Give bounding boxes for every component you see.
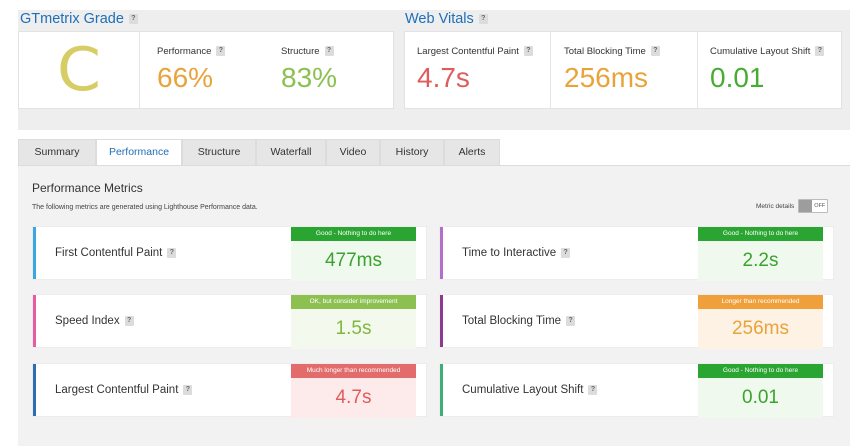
help-icon[interactable]: ? [183, 384, 193, 395]
tab-structure[interactable]: Structure [182, 139, 256, 165]
help-icon[interactable]: ? [128, 14, 138, 25]
metric-badge: Longer than recommended 256ms [698, 295, 823, 349]
metric-card-cumulative-layout-shift: Cumulative Layout Shift? Good - Nothing … [439, 363, 834, 418]
grade-box: C [19, 32, 140, 108]
metric-badge: Good - Nothing to do here 477ms [291, 227, 416, 281]
gtmetrix-grade-heading: GTmetrix Grade? [20, 11, 138, 27]
tab-waterfall[interactable]: Waterfall [256, 139, 326, 165]
metric-card-first-contentful-paint: First Contentful Paint? Good - Nothing t… [32, 226, 427, 281]
help-icon[interactable]: ? [324, 46, 334, 57]
metric-value: 477ms [291, 241, 416, 281]
metric-card-total-blocking-time: Total Blocking Time? Longer than recomme… [439, 294, 834, 349]
tab-video[interactable]: Video [326, 139, 380, 165]
grade-letter: C [56, 35, 102, 105]
help-icon[interactable]: ? [650, 46, 660, 57]
help-icon[interactable]: ? [167, 247, 177, 258]
help-icon[interactable]: ? [815, 46, 825, 57]
status-badge: Much longer than recommended [291, 364, 416, 378]
help-icon[interactable]: ? [523, 46, 533, 57]
metric-color-bar [33, 295, 36, 347]
metric-details-toggle[interactable]: OFF [798, 199, 829, 213]
tab-summary[interactable]: Summary [18, 139, 96, 165]
metric-value: 2.2s [698, 241, 823, 281]
web-vital-cls: Cumulative Layout Shift? 0.01 [697, 32, 841, 108]
help-icon[interactable]: ? [566, 315, 576, 326]
status-badge: OK, but consider improvement [291, 295, 416, 309]
metric-badge: Good - Nothing to do here 2.2s [698, 227, 823, 281]
metric-color-bar [440, 364, 443, 416]
tab-performance[interactable]: Performance [96, 139, 182, 166]
metric-badge: Much longer than recommended 4.7s [291, 364, 416, 418]
metric-badge: OK, but consider improvement 1.5s [291, 295, 416, 349]
tab-alerts[interactable]: Alerts [444, 139, 500, 165]
metric-details-control: Metric details OFF [756, 199, 829, 213]
performance-tab-content: Performance Metrics The following metric… [18, 165, 850, 446]
performance-metrics-description: The following metrics are generated usin… [32, 204, 258, 211]
help-icon[interactable]: ? [561, 247, 571, 258]
status-badge: Good - Nothing to do here [698, 364, 823, 378]
web-vitals-heading: Web Vitals? [405, 11, 488, 27]
toggle-knob [799, 200, 813, 212]
grade-panel: C Performance? 66% Structure? 83% [18, 31, 394, 109]
web-vital-tbt: Total Blocking Time? 256ms [550, 32, 697, 108]
performance-metrics-title: Performance Metrics [32, 181, 143, 195]
tab-history[interactable]: History [380, 139, 444, 165]
metric-value: 4.7s [291, 378, 416, 418]
web-vitals-panel: Largest Contentful Paint? 4.7s Total Blo… [404, 31, 842, 109]
metric-card-largest-contentful-paint: Largest Contentful Paint? Much longer th… [32, 363, 427, 418]
metric-details-label: Metric details [756, 202, 795, 210]
metric-color-bar [33, 227, 36, 279]
metric-color-bar [440, 295, 443, 347]
status-badge: Good - Nothing to do here [698, 227, 823, 241]
status-badge: Longer than recommended [698, 295, 823, 309]
toggle-state-label: OFF [814, 203, 826, 209]
structure-score: Structure? 83% [281, 46, 338, 93]
metric-value: 1.5s [291, 309, 416, 349]
metric-color-bar [440, 227, 443, 279]
metric-badge: Good - Nothing to do here 0.01 [698, 364, 823, 418]
help-icon[interactable]: ? [124, 315, 134, 326]
web-vital-lcp: Largest Contentful Paint? 4.7s [405, 32, 550, 108]
help-icon[interactable]: ? [216, 46, 226, 57]
status-badge: Good - Nothing to do here [291, 227, 416, 241]
performance-score: Performance? 66% [157, 32, 277, 108]
metric-card-speed-index: Speed Index? OK, but consider improvemen… [32, 294, 427, 349]
metric-value: 256ms [698, 309, 823, 349]
structure-value: 83% [281, 62, 338, 93]
metric-value: 0.01 [698, 378, 823, 418]
help-icon[interactable]: ? [588, 384, 598, 395]
performance-value: 66% [157, 62, 214, 93]
metric-color-bar [33, 364, 36, 416]
help-icon[interactable]: ? [478, 14, 488, 25]
metric-card-time-to-interactive: Time to Interactive? Good - Nothing to d… [439, 226, 834, 281]
